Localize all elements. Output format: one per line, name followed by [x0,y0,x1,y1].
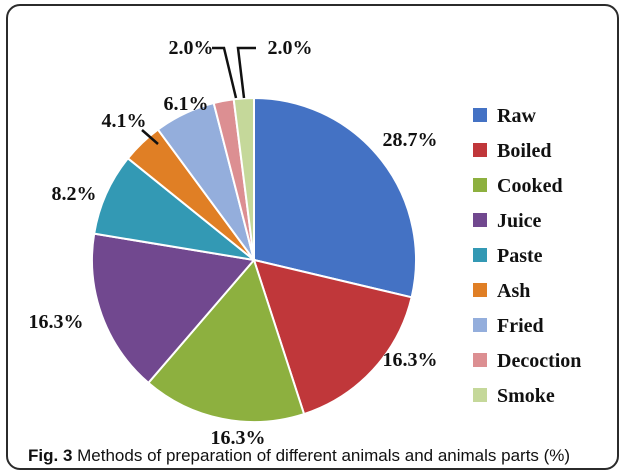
legend-swatch-paste [473,248,487,262]
data-label-boiled: 16.3% [383,349,438,371]
legend-label-raw: Raw [497,105,536,127]
legend-label-ash: Ash [497,280,530,302]
legend-label-decoction: Decoction [497,350,581,372]
legend-label-paste: Paste [497,245,543,267]
legend-swatch-raw [473,108,487,122]
figure-caption: Fig. 3 Methods of preparation of differe… [28,446,627,466]
caption-label: Fig. 3 [28,446,73,465]
legend-label-cooked: Cooked [497,175,563,197]
data-label-fried: 6.1% [164,93,209,115]
leader-line-decoction [212,46,238,99]
legend-swatch-ash [473,283,487,297]
caption-text: Methods of preparation of different anim… [77,446,571,465]
leader-lines [141,46,256,145]
leader-line-ash [141,129,159,145]
figure-frame: 28.7% 16.3% 16.3% 16.3% 8.2% 4.1% 6.1% 2.0% 2.0%… [6,4,619,470]
data-labels: 28.7% 16.3% 16.3% 16.3% 8.2% 4.1% 6.1% 2.0% 2.0% [29,37,438,449]
pie-slice-juice [91,232,256,385]
data-label-raw: 28.7% [383,129,438,151]
legend-swatch-decoction [473,353,487,367]
pie-slice-cooked [146,257,306,423]
data-label-cooked: 16.3% [211,427,266,449]
legend-label-fried: Fried [497,315,544,337]
data-label-juice: 16.3% [29,311,84,333]
legend-swatch-smoke [473,388,487,402]
pie-slice-raw [253,96,417,299]
data-label-smoke: 2.0% [268,37,313,59]
legend: Raw Boiled Cooked Juice Paste Ash Fried Decocti… [473,105,581,407]
legend-label-smoke: Smoke [497,385,555,407]
legend-swatch-boiled [473,143,487,157]
data-label-ash: 4.1% [102,110,147,132]
legend-label-boiled: Boiled [497,140,551,162]
pie-slices [91,96,417,423]
legend-swatch-cooked [473,178,487,192]
data-label-decoction: 2.0% [169,37,214,59]
legend-swatch-fried [473,318,487,332]
legend-swatch-juice [473,213,487,227]
pie-chart: 28.7% 16.3% 16.3% 16.3% 8.2% 4.1% 6.1% 2.0% 2.0%… [29,37,582,449]
leader-line-smoke [236,46,256,99]
pie-slice-smoke [232,96,255,261]
data-label-paste: 8.2% [52,183,97,205]
pie-slice-boiled [252,258,413,416]
legend-label-juice: Juice [497,210,542,232]
